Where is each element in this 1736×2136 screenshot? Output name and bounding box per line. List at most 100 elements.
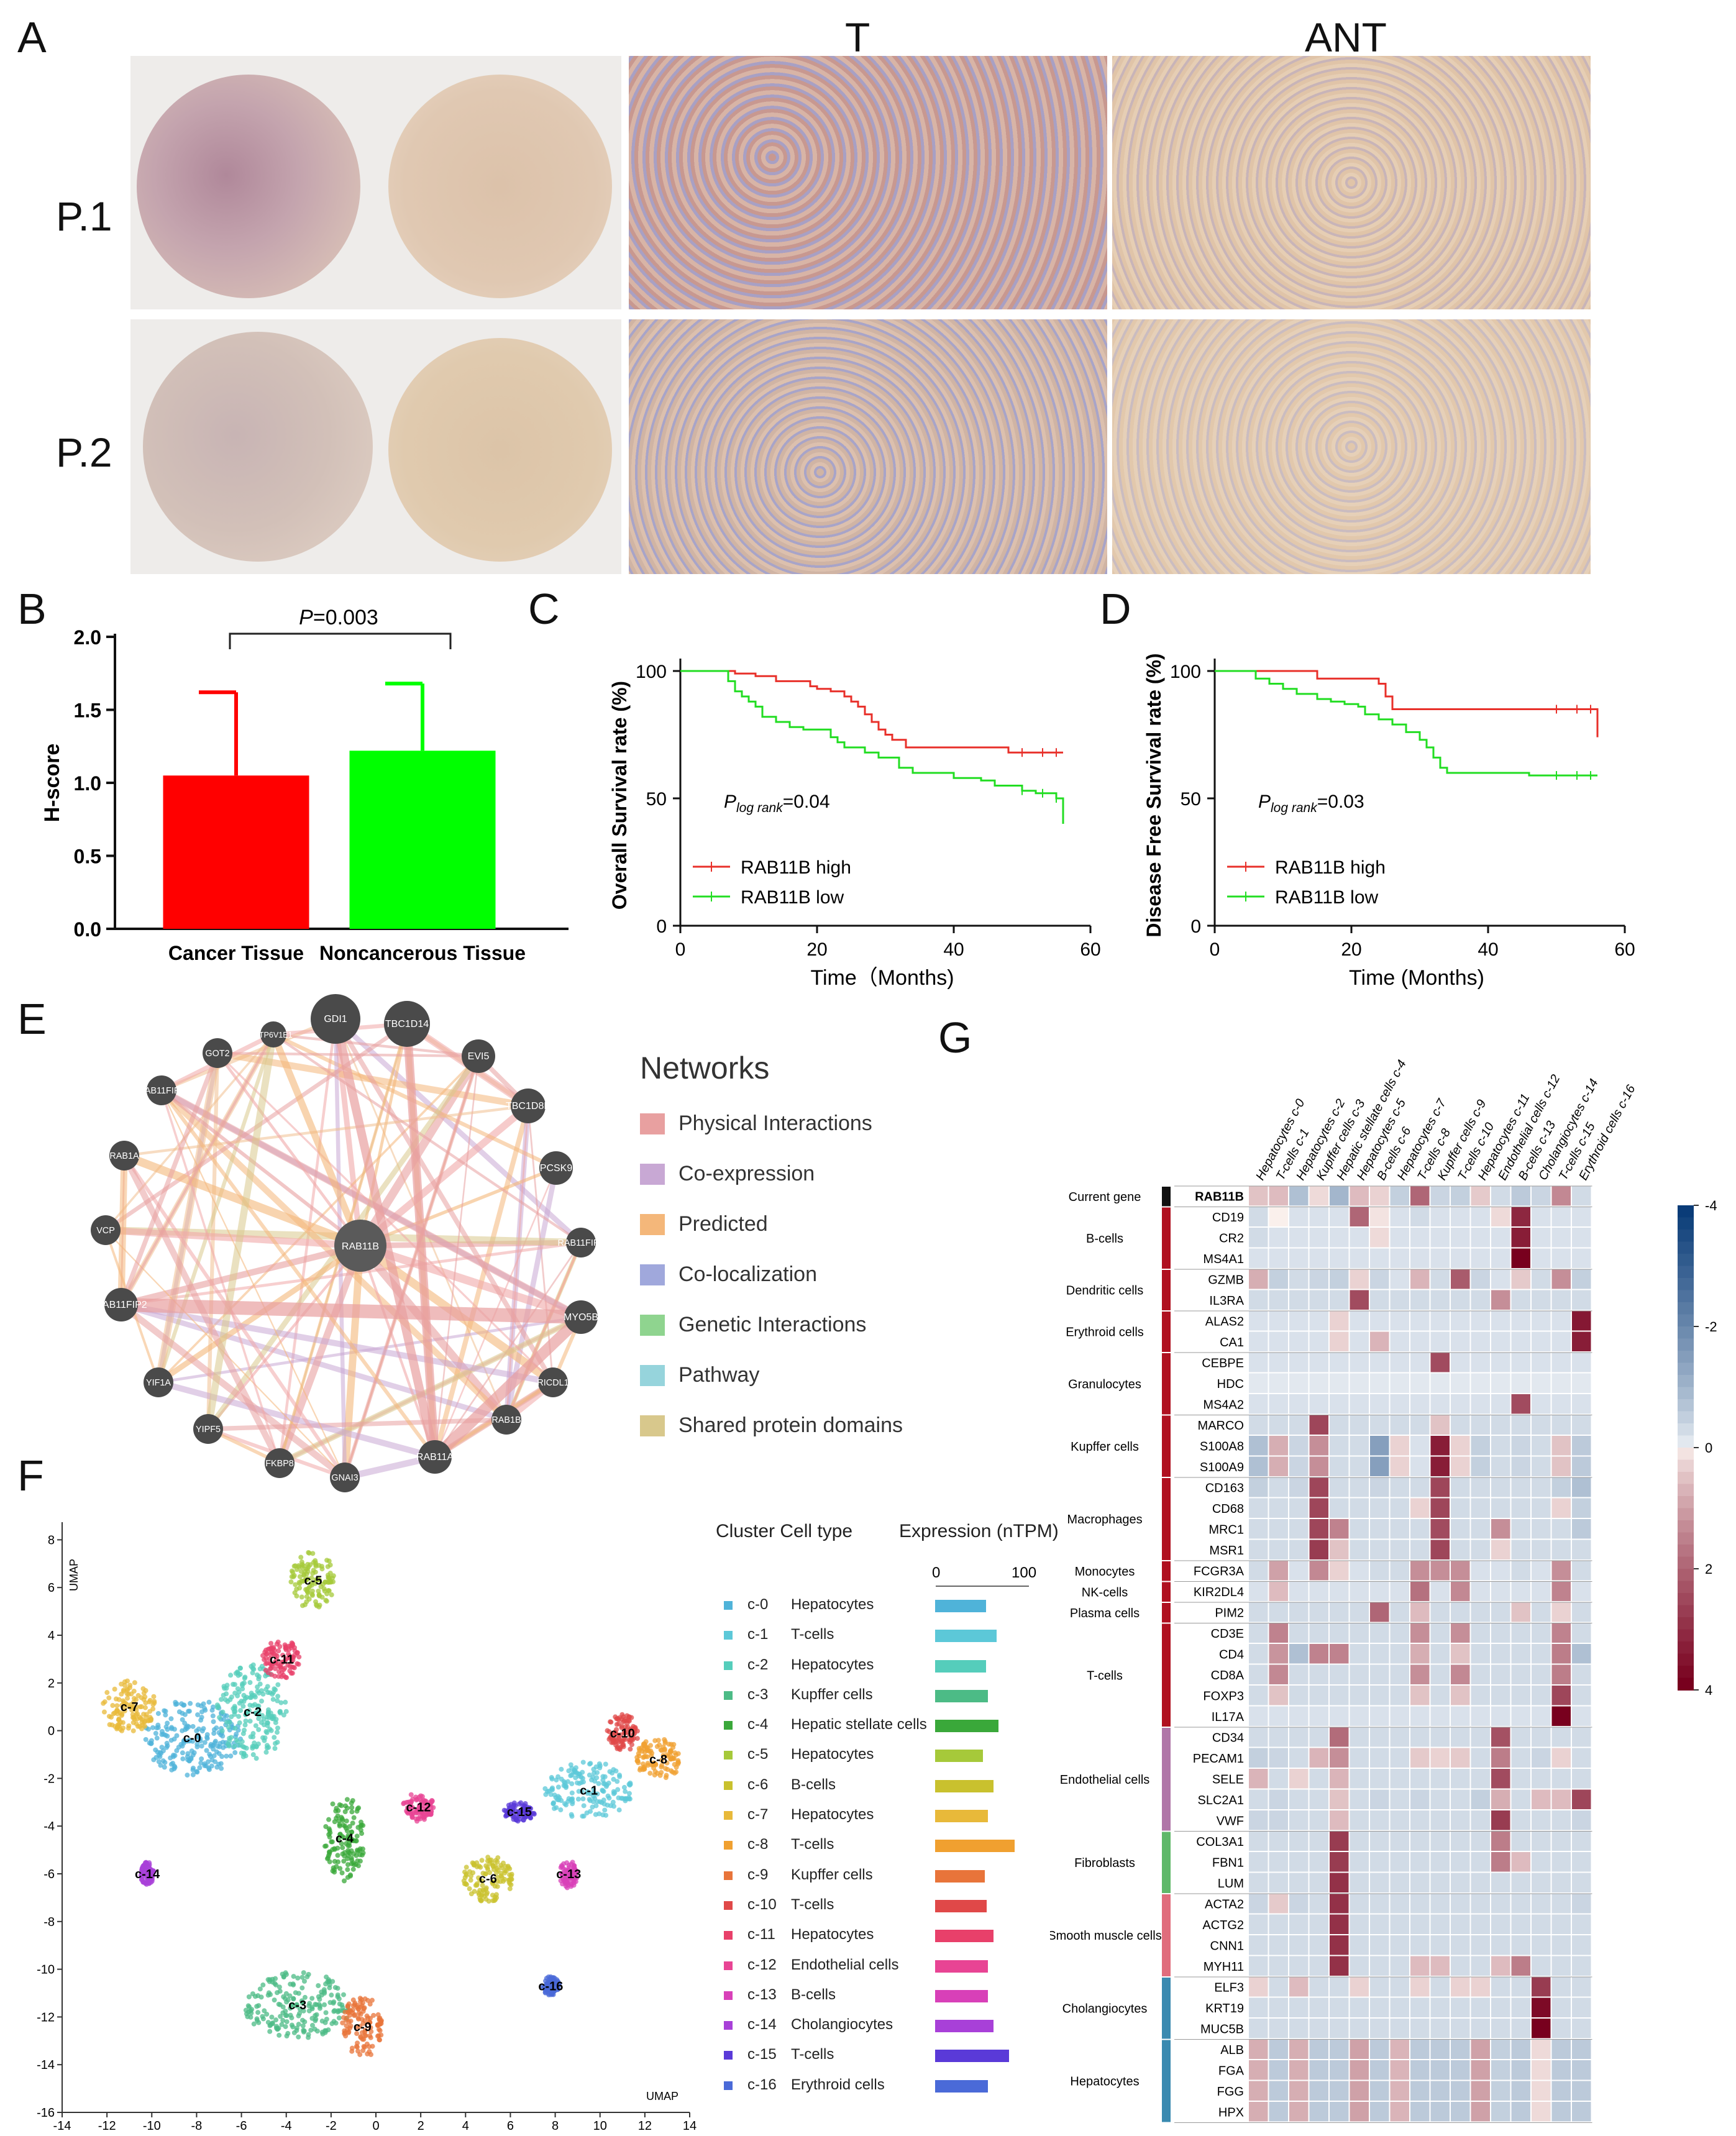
- g-heat-cell: [1430, 1373, 1450, 1393]
- f-point: [621, 1784, 627, 1790]
- g-group-label: Monocytes: [1075, 1565, 1135, 1579]
- umap-cluster-legend: c-0 Hepatocytes c-1 T-cells c-2 Hepatocytes c-…: [724, 1594, 1097, 2104]
- f-point: [309, 2006, 315, 2012]
- g-heat-cell: [1451, 1477, 1470, 1497]
- c-y-axis-label: Overall Survival rate (%): [608, 681, 631, 910]
- g-heat-cell: [1370, 1394, 1389, 1414]
- f-point: [210, 1743, 216, 1748]
- f-point: [355, 2048, 361, 2054]
- f-y-tick-label: 8: [48, 1533, 55, 1547]
- f-point: [288, 1671, 294, 1676]
- umap-legend-swatch: [724, 2081, 733, 2090]
- g-heat-cell: [1532, 1602, 1551, 1622]
- g-heat-cell: [1572, 1311, 1591, 1331]
- f-y-tick-label: -6: [43, 1868, 55, 1881]
- f-x-tick-label: 14: [683, 2119, 697, 2131]
- g-colorbar-segment: [1678, 1266, 1694, 1279]
- g-heat-cell: [1532, 1540, 1551, 1559]
- g-heat-cell: [1572, 1727, 1591, 1747]
- f-point: [329, 1839, 335, 1845]
- c-x-tick-label: 60: [1080, 939, 1100, 960]
- g-heat-cell: [1572, 1831, 1591, 1851]
- f-point: [371, 2012, 377, 2018]
- g-heat-cell: [1410, 1207, 1430, 1226]
- g-heat-cell: [1269, 1228, 1288, 1248]
- g-heat-cell: [1572, 1269, 1591, 1289]
- f-point: [322, 2020, 328, 2025]
- f-point: [283, 1972, 289, 1978]
- g-heat-cell: [1390, 1686, 1409, 1705]
- g-heat-cell: [1572, 1540, 1591, 1559]
- f-point: [143, 1688, 148, 1694]
- g-heat-cell: [1309, 1789, 1328, 1809]
- c-y-tick-label: 0: [656, 916, 667, 937]
- f-point: [146, 1881, 152, 1886]
- umap-legend-swatch: [724, 1961, 733, 1970]
- g-heat-cell: [1471, 2039, 1490, 2059]
- b-p-italic: P: [299, 606, 313, 629]
- g-heat-cell: [1309, 1353, 1328, 1372]
- f-point: [224, 1753, 229, 1759]
- f-point: [275, 1725, 280, 1731]
- g-heat-cell: [1269, 1269, 1288, 1289]
- f-point: [214, 1702, 220, 1708]
- f-point: [354, 1833, 360, 1839]
- g-heat-cell: [1390, 1519, 1409, 1539]
- f-point: [418, 1816, 423, 1822]
- g-heat-cell: [1289, 1311, 1309, 1331]
- f-cluster-c-1: [542, 1759, 633, 1819]
- g-heat-cell: [1511, 1873, 1530, 1892]
- f-point: [357, 1858, 363, 1864]
- g-heat-cell: [1330, 1477, 1349, 1497]
- g-heat-cell: [1451, 1706, 1470, 1726]
- f-point: [231, 1682, 236, 1687]
- e-node-rab11a: [418, 1440, 452, 1474]
- f-point: [190, 1765, 196, 1771]
- umap-expression-bar: [935, 2050, 1009, 2063]
- umap-legend-row: c-15 T-cells: [724, 2043, 1097, 2073]
- g-heat-cell: [1330, 1602, 1349, 1622]
- f-point: [330, 1801, 336, 1807]
- f-point: [188, 1700, 193, 1706]
- tma-core-tumor-p2: [143, 332, 373, 562]
- g-heat-cell: [1330, 1290, 1349, 1310]
- g-gene-label: HDC: [1217, 1377, 1244, 1391]
- f-point: [627, 1727, 633, 1733]
- g-heat-cell: [1572, 1852, 1591, 1872]
- f-point: [329, 2021, 335, 2027]
- umap-legend-type: Hepatocytes: [791, 1656, 874, 1673]
- d-p-number: =0.03: [1317, 792, 1364, 812]
- f-point: [413, 1816, 419, 1822]
- f-point: [296, 2034, 301, 2040]
- d-p-value: Plog rank=0.03: [1258, 792, 1364, 815]
- f-point: [580, 1759, 586, 1765]
- g-colorbar-segment: [1678, 1677, 1694, 1691]
- g-heat-cell: [1370, 1664, 1389, 1684]
- f-point: [660, 1753, 666, 1758]
- f-point: [566, 1868, 572, 1873]
- umap-legend-swatch: [724, 1691, 733, 1700]
- e-node-label: VCP: [96, 1226, 115, 1236]
- f-cluster-c-4: [322, 1797, 366, 1884]
- f-point: [572, 1767, 577, 1773]
- f-point: [295, 1650, 300, 1656]
- g-heat-cell: [1350, 2102, 1369, 2122]
- e-edge: [121, 1298, 582, 1324]
- g-heat-cell: [1471, 1769, 1490, 1789]
- g-heat-cell: [1410, 1269, 1430, 1289]
- f-point: [343, 1803, 349, 1809]
- f-point: [169, 1767, 175, 1773]
- g-heat-cell: [1572, 1914, 1591, 1934]
- e-edge: [357, 1243, 509, 1423]
- f-point: [256, 1691, 262, 1696]
- f-point: [248, 1734, 254, 1740]
- network-legend-label: Co-localization: [678, 1262, 817, 1286]
- g-heat-cell: [1430, 1914, 1450, 1934]
- f-point: [309, 2022, 315, 2028]
- f-point: [107, 1722, 112, 1727]
- f-point: [294, 2002, 299, 2007]
- g-heat-cell: [1309, 1831, 1328, 1851]
- g-heat-cell: [1551, 1935, 1571, 1955]
- f-point: [614, 1722, 619, 1727]
- g-heat-cell: [1491, 1706, 1510, 1726]
